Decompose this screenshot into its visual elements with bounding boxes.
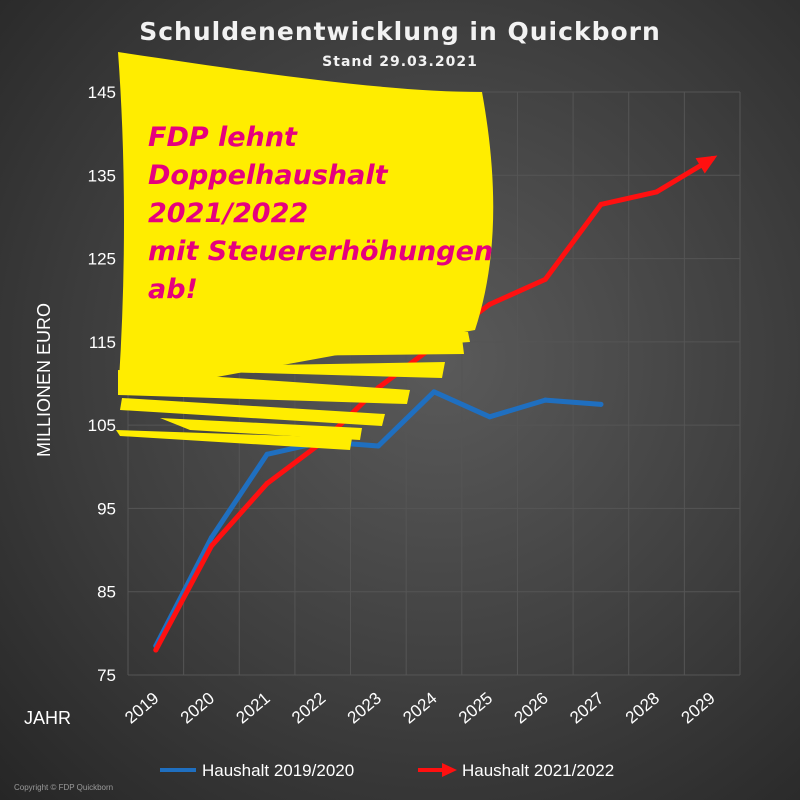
annotation-streak [248,338,464,356]
x-tick-label: 2023 [344,689,385,728]
data-point [208,543,214,549]
y-tick-label: 95 [97,499,116,518]
y-tick-label: 135 [88,166,116,185]
x-tick-label: 2026 [511,689,552,728]
annotation-streak [116,430,352,450]
data-point [375,443,381,449]
x-tick-label: 2028 [622,689,663,728]
y-tick-label: 125 [88,250,116,269]
data-point [431,389,437,395]
data-point [654,189,660,195]
copyright: Copyright © FDP Quickborn [14,783,113,792]
x-tick-label: 2022 [288,689,329,728]
y-tick-label: 85 [97,583,116,602]
y-tick-label: 145 [88,83,116,102]
annotation-streak [160,418,362,440]
data-point [264,480,270,486]
data-point [598,201,604,207]
x-tick-label: 2029 [678,689,719,728]
data-point [264,451,270,457]
y-tick-label: 105 [88,416,116,435]
annotation-line: Doppelhaushalt [148,160,389,191]
data-point [487,414,493,420]
legend-arrow-icon [442,763,457,777]
data-point [542,276,548,282]
y-axis-label: MILLIONEN EURO [34,303,54,457]
chart-title: Schuldenentwicklung in Quickborn [139,17,661,46]
annotation-line: 2021/2022 [148,198,308,229]
x-axis-label: JAHR [24,708,71,728]
y-tick-label: 115 [89,333,116,352]
data-point [153,647,159,653]
x-tick-label: 2024 [399,689,440,728]
x-tick-label: 2025 [455,689,496,728]
annotation-line: ab! [148,274,198,305]
annotation-streak [120,398,385,426]
data-point [598,401,604,407]
y-tick-label: 75 [97,666,116,685]
legend: Haushalt 2019/2020 Haushalt 2021/2022 [160,761,614,780]
x-tick-label: 2021 [232,689,273,728]
annotation-streak [210,362,445,378]
data-point [542,397,548,403]
x-tick-label: 2020 [177,689,218,728]
x-tick-label: 2019 [121,689,162,728]
data-point [208,535,214,541]
annotation-streak [118,370,410,404]
arrow-head-icon [695,155,718,174]
x-tick-label: 2027 [566,689,607,728]
legend-label: Haushalt 2021/2022 [462,761,614,780]
y-axis: 75 85 95 105 115 125 135 145 [88,83,116,685]
annotation-box: FDP lehnt Doppelhaushalt 2021/2022 mit S… [116,52,494,450]
annotation-line: FDP lehnt [148,122,298,153]
chart-subtitle: Stand 29.03.2021 [322,54,478,70]
annotation-flag [118,52,494,395]
data-point [487,301,493,307]
legend-label: Haushalt 2019/2020 [202,761,354,780]
x-axis: 2019 2020 2021 2022 2023 2024 2025 2026 2027 2028… [121,689,719,728]
annotation-line: mit Steuererhöhungen [148,236,493,267]
